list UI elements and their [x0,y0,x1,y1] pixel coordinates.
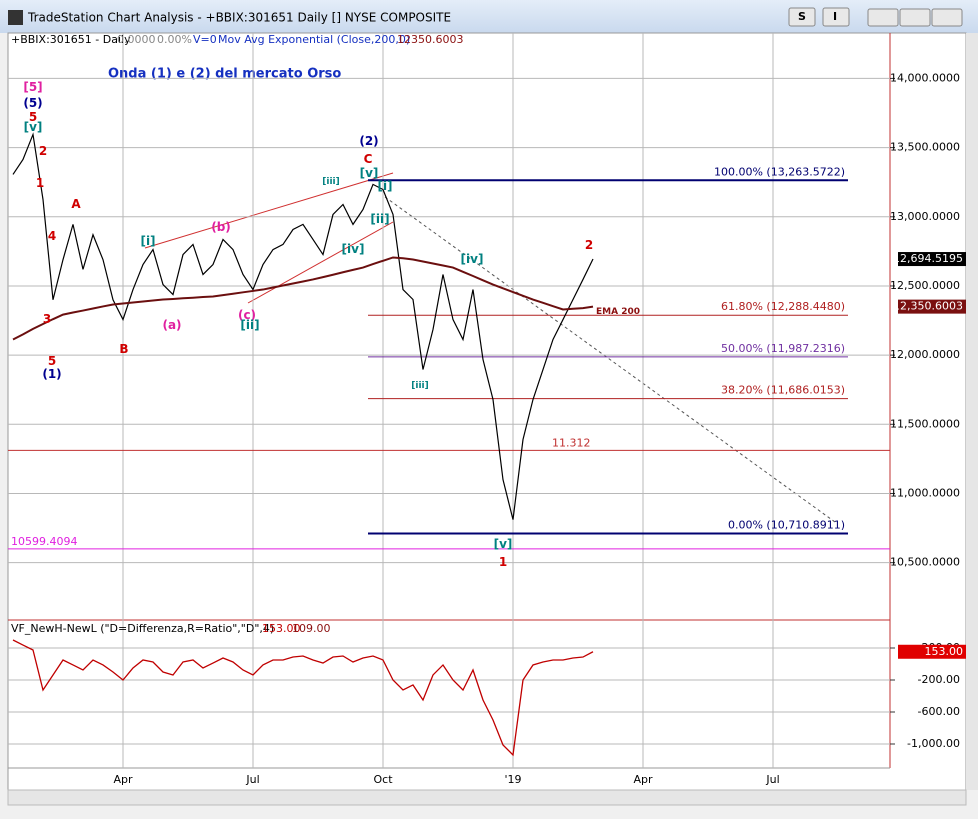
maximize-button[interactable] [899,8,931,27]
wave-label: (5) [23,96,42,110]
wave-label: 4 [48,229,56,243]
wedge-line [247,221,394,304]
s-button-label[interactable]: S [798,10,806,23]
window-title: TradeStation Chart Analysis - +BBIX:3016… [27,11,451,25]
header-text: 153.00 [262,622,301,635]
wave-label: [ii] [240,318,259,332]
x-tick-label: Oct [373,773,393,786]
price-box [898,644,966,659]
wave-label: [v] [360,166,379,180]
horizontal-line-label: 10599.4094 [11,535,77,548]
wave-label: [v] [494,537,513,551]
header-text: VF_NewH-NewL ("D=Differenza,R=Ratio","D"… [11,622,274,635]
wave-label: 3 [43,312,51,326]
i-button-label[interactable]: I [833,10,837,23]
chart-area [7,32,967,791]
header-text: V=0 [193,33,217,46]
wave-label: EMA 200 [596,307,640,317]
header-text: 0.0000 [117,33,156,46]
wave-label: (1) [42,367,61,381]
series-line [12,132,594,520]
y-tick-label: 11,000.0000 [890,486,960,499]
close-button[interactable] [931,8,963,27]
y-tick-label: 11,500.0000 [890,417,960,430]
price-box [898,252,966,267]
x-tick-label: Jul [245,773,259,786]
indicator-line [12,639,594,757]
price-box-label: 153.00 [925,645,964,658]
y-tick-label: 10,500.0000 [890,556,960,569]
wave-label: 1 [499,555,507,569]
header-text: +BBIX:301651 - Daily [11,33,131,46]
wave-label: [iv] [342,242,365,256]
y-tick-label: -600.00 [918,705,960,718]
y-tick-label: -200.00 [918,673,960,686]
wave-label: 1 [36,176,44,190]
wave-label: C [364,152,373,166]
y-tick-label: 13,500.0000 [890,141,960,154]
minimize-button[interactable] [867,8,899,27]
i-button[interactable] [822,7,850,27]
wave-label: [i] [377,179,392,193]
chart-title: Onda (1) e (2) del mercato Orso [108,67,341,82]
wave-label: [5] [23,80,42,94]
wave-label: [v] [24,120,43,134]
fib-label: 100.00% (13,263.5722) [714,165,845,178]
y-tick-label: -1,000.00 [907,737,960,750]
wave-label: [i] [140,234,155,248]
wave-label: (b) [211,220,231,234]
y-tick-label: 12,000.0000 [890,348,960,361]
wave-label: B [119,342,128,356]
x-tick-label: Jul [765,773,779,786]
wave-label: 5 [29,110,37,124]
header-text: 12350.6003 [397,33,463,46]
s-button[interactable] [788,7,816,27]
wave-label: 2 [585,238,593,252]
price-box-label: 12,350.6003 [893,300,963,313]
header-text: Mov Avg Exponential (Close,200,0) [218,33,410,46]
fib-label: 50.00% (11,987.2316) [721,342,845,355]
price-box-label: 12,694.5195 [893,252,963,265]
fib-label: 38.20% (11,686.0153) [721,384,845,397]
wave-label: [ii] [370,212,389,226]
fib-label: 0.00% (10,710.8911) [728,518,845,531]
scrollbar[interactable] [7,789,967,806]
x-tick-label: Apr [113,773,133,786]
y-tick-label: 14,000.0000 [890,71,960,84]
price-box [898,299,966,314]
y-tick-label: 13,000.0000 [890,210,960,223]
wave-label: A [71,197,81,211]
wave-label: 2 [39,144,47,158]
app-icon [8,10,23,25]
y-tick-label: 12,500.0000 [890,279,960,292]
wedge-line [144,172,394,249]
header-text: 0.00% [157,33,192,46]
series-line [12,256,594,341]
wave-label: (a) [162,318,181,332]
side-bar [966,33,978,790]
wave-label: [iv] [461,252,484,266]
wave-label: [iii] [322,177,339,187]
wave-label: (c) [238,308,256,322]
horizontal-line-label: 11.312 [552,436,591,449]
x-tick-label: '19 [504,773,521,786]
trend-line [384,196,836,523]
wave-label: 5 [48,354,56,368]
wave-label: [iii] [411,381,428,391]
fib-label: 61.80% (12,288.4480) [721,300,845,313]
wave-label: (2) [359,134,378,148]
header-text: 109.00 [292,622,331,635]
x-tick-label: Apr [633,773,653,786]
